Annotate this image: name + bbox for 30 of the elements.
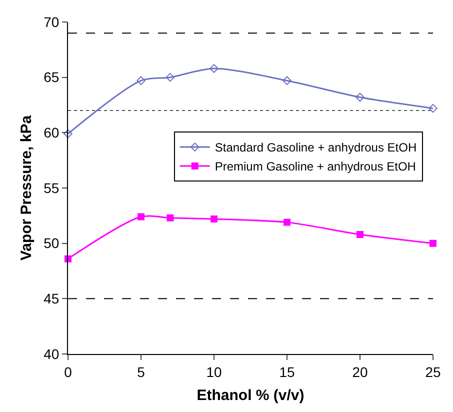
x-axis-title: Ethanol % (v/v) [196, 386, 304, 404]
y-tick-label: 50 [44, 235, 60, 252]
point [284, 218, 290, 226]
point [210, 64, 218, 73]
point [282, 76, 292, 86]
y-tick-label: 40 [44, 346, 60, 362]
point [356, 230, 364, 238]
point [64, 129, 72, 138]
y-tick-label: 45 [44, 290, 60, 307]
x-tick-label: 20 [352, 364, 368, 380]
y-tick-label: 65 [44, 69, 60, 86]
legend-label: Premium Gasoline + anhydrous EtOH [214, 160, 416, 174]
x-tick-label: 10 [206, 364, 222, 380]
legend-label: Standard Gasoline + anhydrous EtOH [214, 140, 417, 155]
y-tick-label: 70 [44, 14, 60, 30]
point [138, 213, 144, 220]
point [356, 92, 364, 102]
y-tick-label: 60 [44, 124, 60, 141]
x-tick-label: 15 [279, 364, 295, 380]
point [430, 240, 436, 247]
x-tick-label: 5 [137, 364, 146, 380]
point [166, 214, 174, 222]
point [166, 72, 175, 82]
x-tick-label: 0 [64, 364, 72, 380]
y-axis-title: Vapor Pressure, kPa [18, 114, 35, 261]
y-tick-label: 55 [44, 180, 60, 196]
point [210, 215, 218, 222]
point [136, 76, 146, 86]
x-tick-label: 25 [425, 364, 441, 380]
point [428, 104, 438, 113]
